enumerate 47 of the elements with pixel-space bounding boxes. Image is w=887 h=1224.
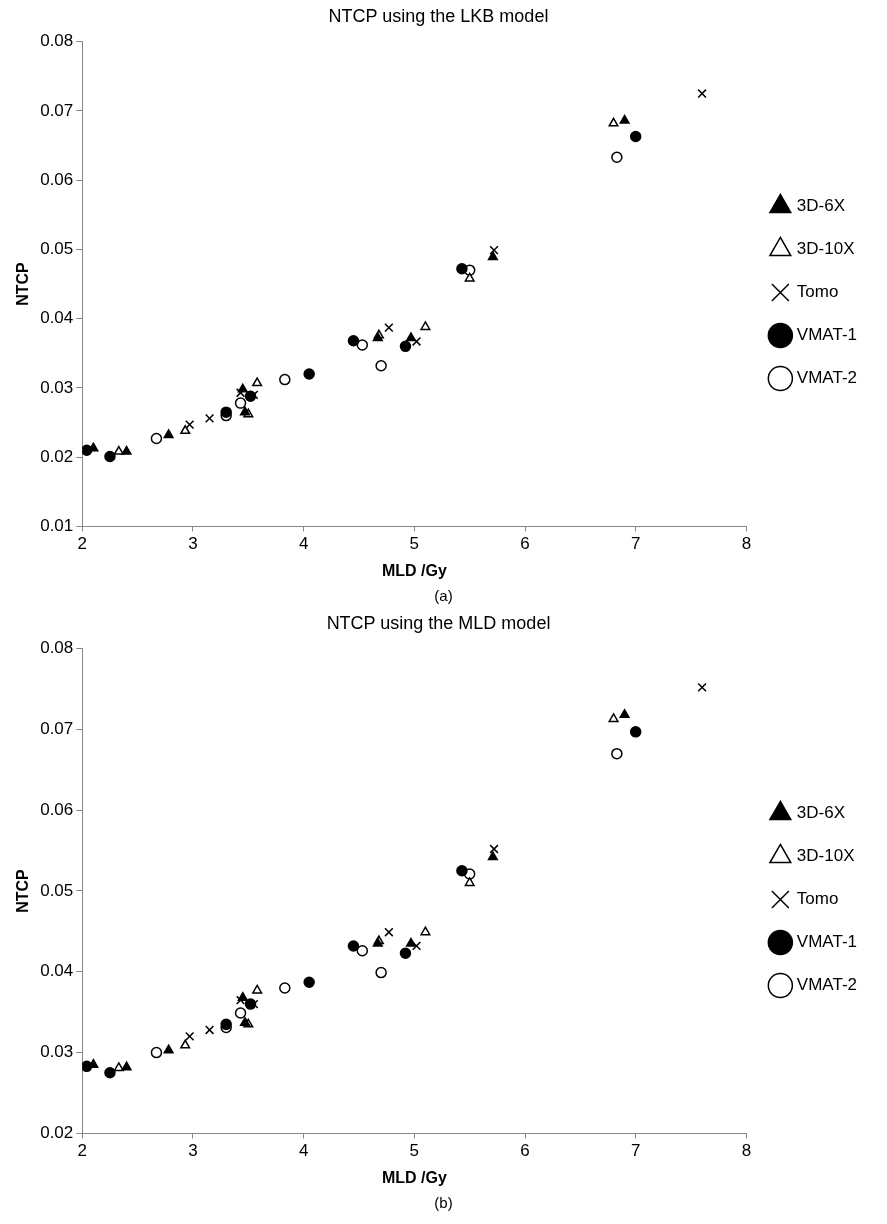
y-tick-label: 0.05: [40, 239, 74, 259]
text: (b): [433, 1193, 454, 1213]
x-tick-label: 6: [520, 534, 530, 554]
y-tick-label: 0.02: [40, 1123, 74, 1143]
x-tick-label: 5: [409, 1141, 420, 1161]
legend-label: 3D-10X: [796, 239, 855, 259]
chart-title: NTCP using the MLD model: [326, 612, 551, 633]
legend-label: 3D-10X: [796, 846, 855, 866]
y-tick-label: 0.06: [40, 169, 74, 189]
x-tick-label: 3: [188, 534, 198, 554]
x-tick-label: 4: [298, 534, 309, 554]
x-tick-label: 8: [741, 1141, 752, 1161]
x-tick-label: 7: [630, 534, 641, 554]
x-axis-title: MLD /Gy: [381, 561, 447, 579]
y-tick-label: 0.06: [40, 799, 74, 819]
legend-label: VMAT-2: [796, 368, 857, 388]
y-tick-label: 0.02: [40, 446, 74, 466]
x-tick-label: 2: [77, 1141, 88, 1161]
legend-label: 3D-6X: [796, 803, 846, 823]
y-axis-title: NTCP: [14, 261, 32, 306]
y-tick-label: 0.07: [40, 719, 74, 739]
x-tick-label: 5: [409, 534, 420, 554]
y-tick-label: 0.08: [40, 638, 74, 658]
x-axis-title: MLD /Gy: [381, 1168, 447, 1186]
x-tick-label: 2: [77, 534, 88, 554]
y-tick-label: 0.01: [40, 516, 74, 536]
x-tick-label: 6: [520, 1141, 530, 1161]
legend-label: Tomo: [796, 889, 839, 909]
y-tick-label: 0.04: [40, 308, 74, 328]
legend-label: Tomo: [796, 282, 839, 302]
legend-label: VMAT-2: [796, 975, 857, 995]
y-tick-label: 0.03: [40, 377, 74, 397]
y-tick-label: 0.05: [40, 880, 74, 900]
x-tick-label: 3: [188, 1141, 198, 1161]
y-tick-label: 0.03: [40, 1042, 74, 1062]
legend-label: VMAT-1: [796, 325, 857, 345]
y-tick-label: 0.07: [40, 100, 74, 120]
y-tick-label: 0.08: [40, 31, 74, 51]
y-tick-label: 0.04: [40, 961, 74, 981]
legend-label: 3D-6X: [796, 196, 846, 216]
chart-title: NTCP using the LKB model: [328, 5, 549, 26]
legend-label: VMAT-1: [796, 932, 857, 952]
text: (a): [433, 586, 454, 606]
x-tick-label: 8: [741, 534, 752, 554]
x-tick-label: 4: [298, 1141, 309, 1161]
x-tick-label: 7: [630, 1141, 641, 1161]
y-axis-title: NTCP: [14, 868, 32, 913]
